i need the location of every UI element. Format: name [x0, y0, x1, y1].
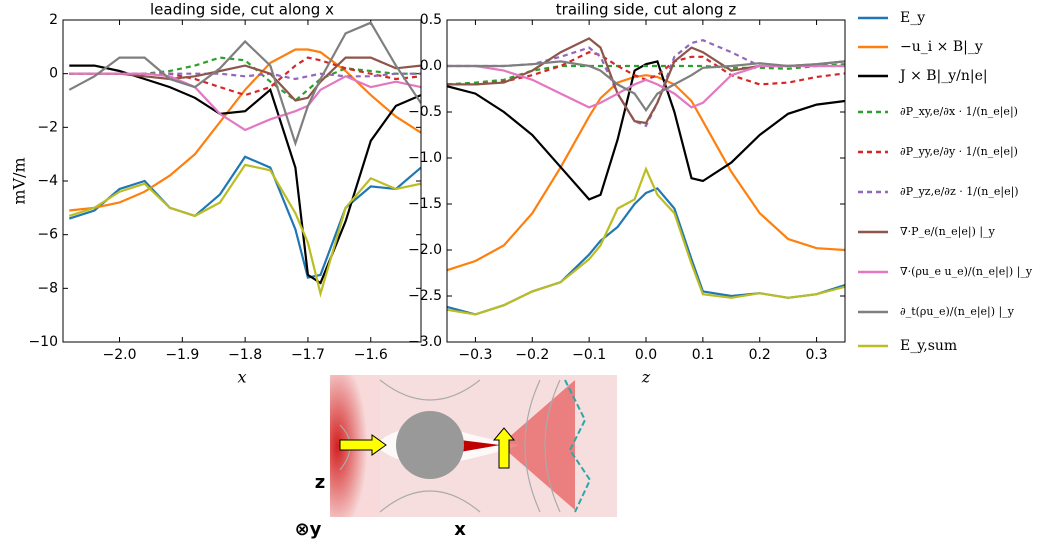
- x-axis-label: z: [641, 368, 651, 387]
- x-tick-label: −2.0: [103, 347, 137, 363]
- inset-label: x: [454, 519, 466, 540]
- series-line: [68, 21, 421, 147]
- legend-label: ∂P_yy,e/∂y · 1/(n_e|e|): [900, 145, 1018, 159]
- y-tick-label: −4: [37, 173, 58, 189]
- y-tick-label: −8: [37, 280, 58, 296]
- inset-image: z ⊗y x: [295, 375, 617, 540]
- inset-label: z: [315, 472, 325, 493]
- legend-label: ∂_t(ρu_e)/(n_e|e|) |_y: [900, 305, 1015, 319]
- inset-tail: [500, 380, 575, 510]
- chart-title: trailing side, cut along z: [556, 1, 737, 19]
- series-line: [447, 60, 845, 201]
- series-line: [447, 63, 845, 86]
- x-tick-label: 0.2: [749, 347, 771, 363]
- y-tick-label: −2.0: [408, 242, 442, 258]
- y-tick-label: −3.0: [408, 334, 442, 350]
- x-tick-label: −0.3: [458, 347, 492, 363]
- legend: E_y −u_i × B|_y J × B|_y/n|e| ∂P_xy,e/∂x · …: [858, 10, 1033, 354]
- inset-boundary: [564, 379, 592, 513]
- y-tick-label: −2.5: [408, 288, 442, 304]
- y-tick-label: −1.5: [408, 196, 442, 212]
- legend-label: ∂P_xy,e/∂x · 1/(n_e|e|): [900, 105, 1018, 119]
- legend-label: ∇·P_e/(n_e|e|) |_y: [900, 225, 996, 239]
- y-tick-label: −0.5: [408, 104, 442, 120]
- legend-label: ∂P_yz,e/∂z · 1/(n_e|e|): [900, 185, 1019, 199]
- x-tick-label: −0.1: [572, 347, 606, 363]
- series-line: [68, 163, 421, 298]
- series-line: [69, 56, 421, 97]
- series-line: [69, 64, 421, 285]
- legend-label: ∇·(ρu_e u_e)/(n_e|e|) |_y: [900, 265, 1033, 279]
- y-tick-label: −10: [28, 334, 58, 350]
- x-tick-label: −1.9: [165, 347, 199, 363]
- y-tick-label: 2: [49, 12, 58, 28]
- x-tick-label: −1.8: [228, 347, 262, 363]
- inset-sheet: [460, 440, 500, 452]
- legend-label: E_y,sum: [900, 338, 957, 354]
- inset-label: ⊗y: [295, 519, 322, 540]
- y-tick-label: 0.5: [420, 12, 442, 28]
- plot-frame: [446, 19, 846, 343]
- plot: −10 −8 −6 −4 −2 0 2 −2.0 −1.9 −1.8 −1.7 −1.6 leading…: [10, 1, 422, 387]
- x-axis-label: x: [237, 368, 246, 387]
- series-line: [447, 64, 845, 109]
- x-tick-label: −1.6: [354, 347, 388, 363]
- series-line: [69, 72, 421, 81]
- series-line: [69, 56, 421, 102]
- x-tick-label: 0.3: [805, 347, 827, 363]
- x-tick-label: −1.7: [291, 347, 325, 363]
- inset-arrow-x: [339, 434, 387, 456]
- series-line: [69, 72, 421, 132]
- y-axis-label: mV/m: [10, 157, 29, 204]
- legend-label: −u_i × B|_y: [900, 39, 983, 55]
- series-line: [447, 166, 845, 316]
- series-line: [69, 48, 421, 212]
- legend-label: J × B|_y/n|e|: [898, 68, 988, 84]
- plot-frame: [62, 19, 422, 343]
- series-line: [68, 155, 421, 279]
- y-tick-label: −1.0: [408, 150, 442, 166]
- inset-arrow-z: [492, 427, 516, 469]
- series-line: [69, 56, 421, 102]
- y-tick-label: −6: [37, 227, 58, 243]
- legend-label: E_y: [900, 10, 925, 26]
- y-tick-label: 0: [49, 66, 58, 82]
- x-tick-label: 0.1: [692, 347, 714, 363]
- y-tick-label: −2: [37, 119, 58, 135]
- series-line: [447, 187, 845, 316]
- plot: −3.0 −2.5 −2.0 −1.5 −1.0 −0.5 0.0 0.5 −0.3 −0.2 −0…: [408, 1, 846, 387]
- inset-body: [396, 411, 464, 479]
- series-line: [447, 74, 845, 272]
- chart-title: leading side, cut along x: [150, 1, 334, 19]
- y-tick-label: 0.0: [420, 58, 442, 74]
- x-tick-label: −0.2: [515, 347, 549, 363]
- x-tick-label: 0.0: [635, 347, 657, 363]
- series-line: [447, 60, 845, 113]
